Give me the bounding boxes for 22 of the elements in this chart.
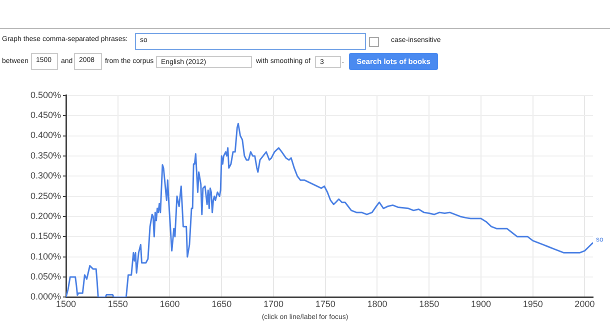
- y-tick-label: 0.350%: [30, 150, 61, 160]
- y-tick-label: 0.000%: [30, 292, 61, 302]
- x-tick-label: 1900: [470, 299, 491, 310]
- x-tick-label: 1950: [522, 299, 543, 310]
- y-tick-label: 0.100%: [30, 251, 61, 262]
- y-tick-label: 0.050%: [30, 272, 61, 282]
- y-tick-label: 0.450%: [30, 110, 61, 120]
- x-tick-label: 1800: [367, 299, 388, 310]
- x-tick-label: 1500: [56, 299, 76, 310]
- y-tick-label: 0.150%: [30, 231, 61, 242]
- x-tick-label: 1600: [160, 299, 180, 310]
- y-tick-label: 0.500%: [30, 90, 61, 100]
- x-tick-label: 1850: [419, 299, 440, 310]
- y-tick-label: 0.200%: [30, 210, 61, 221]
- x-tick-label: 1750: [315, 299, 336, 310]
- x-tick-label: 1650: [212, 299, 232, 310]
- x-tick-label: 1700: [263, 299, 284, 310]
- y-tick-label: 0.250%: [30, 190, 61, 201]
- x-tick-label: 2000: [574, 299, 595, 310]
- y-tick-label: 0.300%: [30, 170, 61, 181]
- y-tick-label: 0.400%: [30, 130, 61, 140]
- x-tick-label: 1550: [108, 299, 128, 310]
